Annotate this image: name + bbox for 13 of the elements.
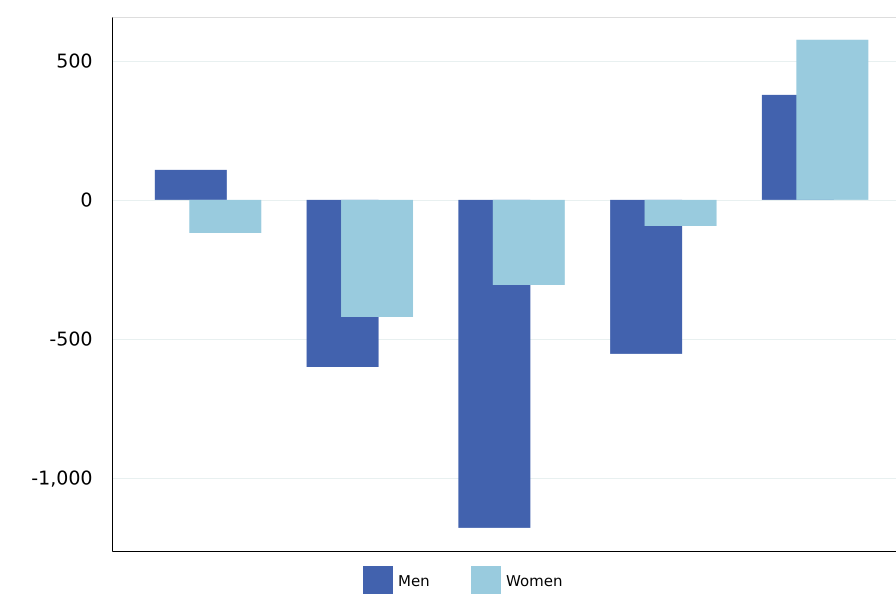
y-tick-label: 0 bbox=[80, 189, 92, 212]
bar bbox=[341, 200, 414, 317]
y-tick-label: -500 bbox=[49, 328, 92, 350]
bar bbox=[492, 200, 565, 285]
y-tick-label: -1,000 bbox=[31, 467, 92, 490]
y-tick-label: 500 bbox=[56, 50, 92, 72]
bar bbox=[644, 200, 717, 226]
bar bbox=[154, 170, 227, 200]
bar bbox=[189, 200, 262, 233]
legend-label: Men bbox=[398, 572, 430, 590]
legend-label: Women bbox=[506, 572, 562, 590]
bar bbox=[610, 200, 682, 354]
bar bbox=[796, 40, 868, 200]
